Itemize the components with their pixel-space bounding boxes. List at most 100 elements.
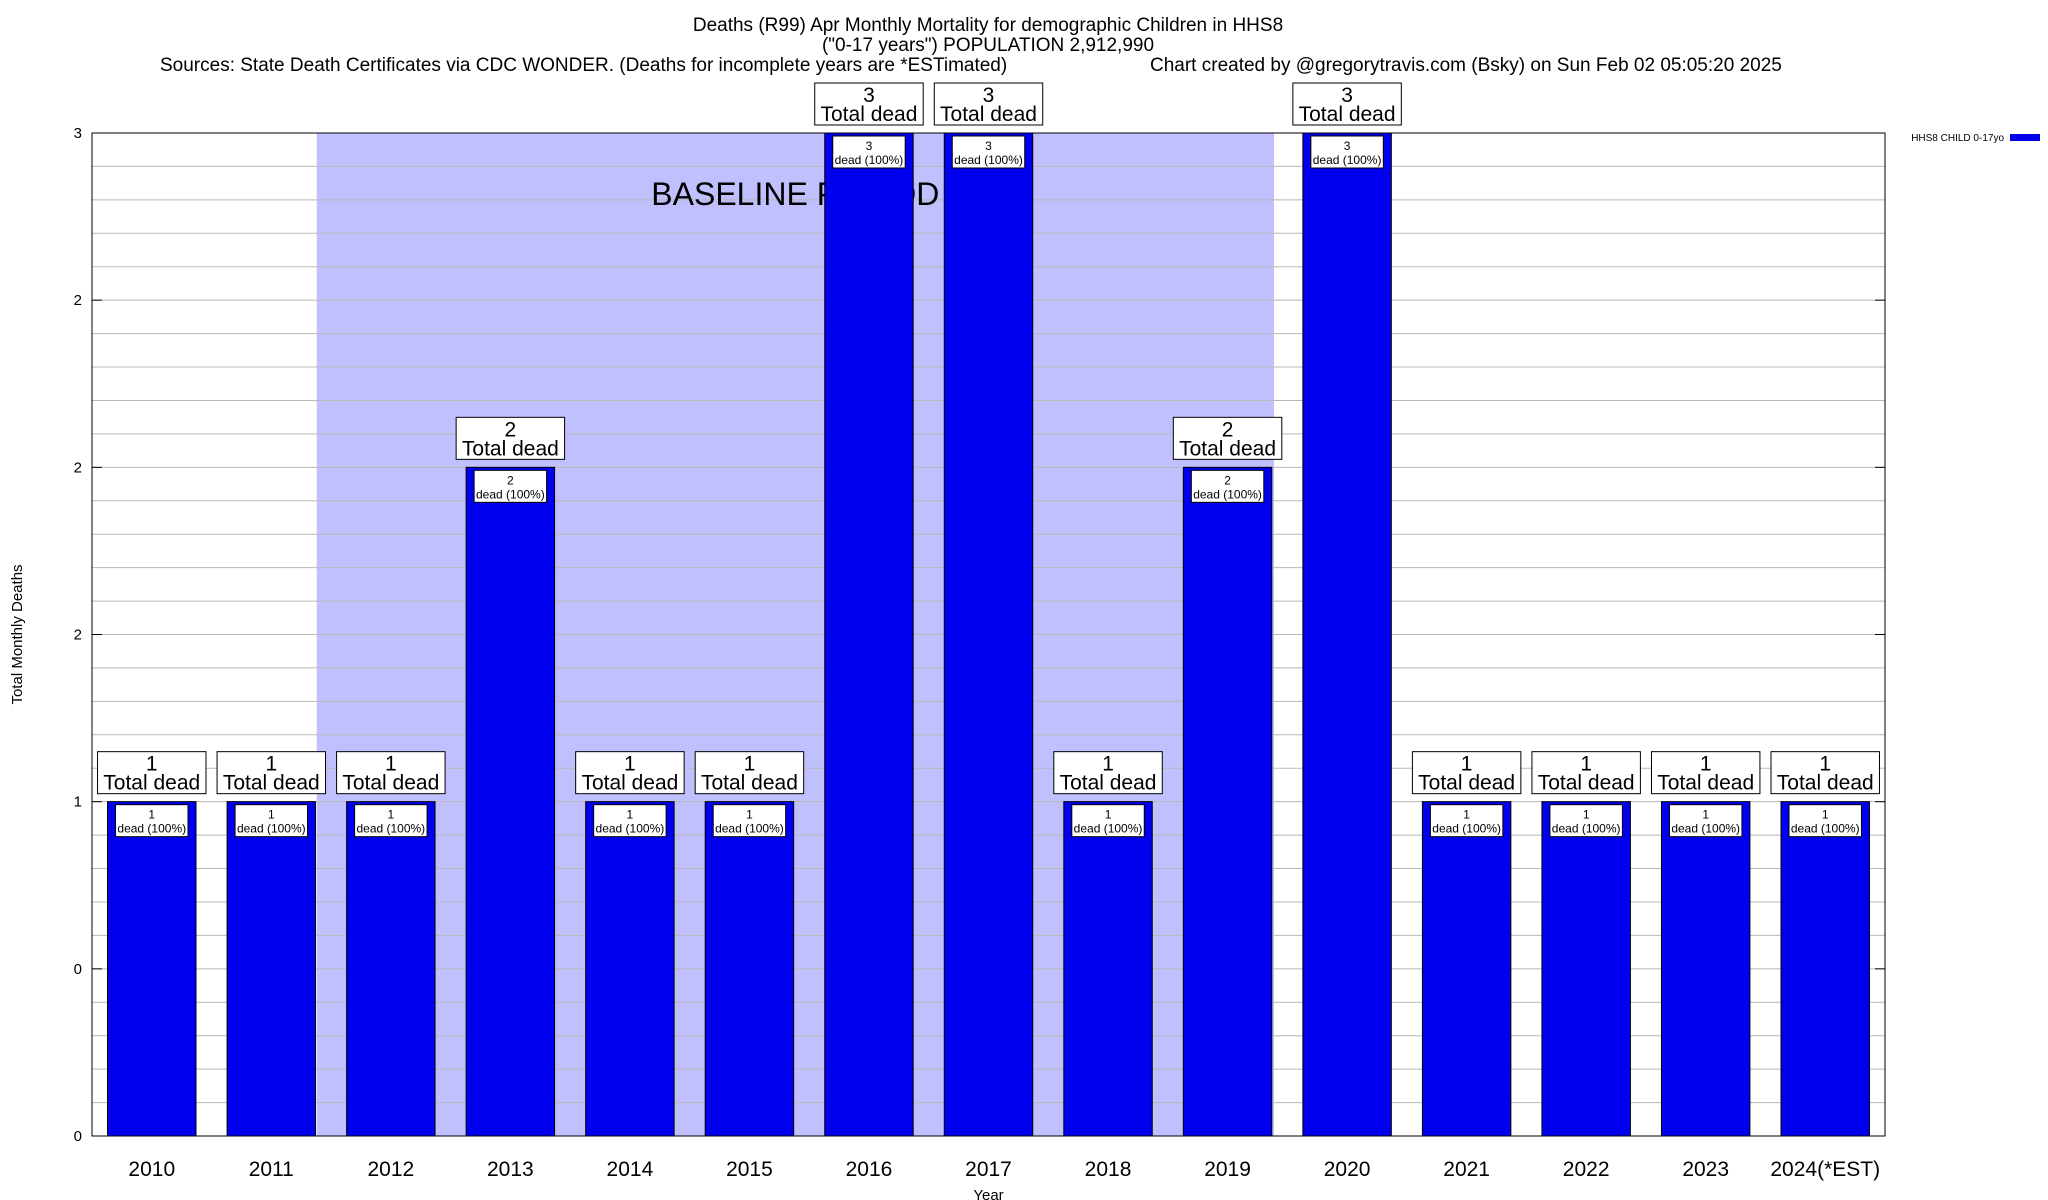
total-value-label: 3 <box>863 84 875 107</box>
bar-2024(*EST) <box>1780 801 1870 1137</box>
x-tick-label: 2016 <box>846 1158 893 1181</box>
bar-inner-label-box <box>234 804 309 838</box>
chart-sources-text: Sources: State Death Certificates via CD… <box>160 55 1007 76</box>
bar-2016 <box>824 132 914 1137</box>
total-label-box <box>575 751 685 795</box>
total-value-label: 1 <box>146 753 158 776</box>
bar-2020 <box>1302 132 1392 1137</box>
bar-inner-caption-label: dead (100%) <box>1313 153 1382 167</box>
total-value-label: 1 <box>1461 753 1473 776</box>
bar-inner-value-label: 1 <box>627 808 634 822</box>
bar-inner-caption-label: dead (100%) <box>715 822 784 836</box>
bar-2011 <box>226 801 317 1137</box>
bar-2014 <box>585 801 675 1137</box>
bar-inner-value-label: 1 <box>148 808 155 822</box>
total-value-label: 3 <box>1341 84 1353 107</box>
x-tick-label: 2013 <box>487 1158 534 1181</box>
bar-inner-label-box <box>1190 469 1265 503</box>
bar-inner-label-box <box>1668 804 1743 838</box>
bar-inner-label-box <box>951 135 1026 169</box>
bar-inner-value-label: 1 <box>268 808 275 822</box>
total-caption-label: Total dead <box>581 772 678 795</box>
bar-2022 <box>1541 801 1631 1137</box>
bar-inner-caption-label: dead (100%) <box>237 822 306 836</box>
bar-2012 <box>346 801 436 1137</box>
bar-inner-label-box <box>354 804 428 838</box>
bar-inner-label-box <box>1788 804 1862 838</box>
total-value-label: 1 <box>624 753 636 776</box>
total-caption-label: Total dead <box>821 103 918 126</box>
total-value-label: 3 <box>983 84 995 107</box>
x-axis-label: Year <box>973 1187 1003 1200</box>
bar-inner-label-box <box>1429 804 1504 838</box>
y-tick-label: 2 <box>74 459 82 476</box>
bar-inner-caption-label: dead (100%) <box>596 822 665 836</box>
total-label-box <box>694 751 805 795</box>
y-tick-label: 1 <box>74 794 82 811</box>
bar-inner-value-label: 3 <box>866 139 873 153</box>
total-label-box <box>1770 751 1880 795</box>
total-caption-label: Total dead <box>1538 772 1635 795</box>
x-tick-label: 2017 <box>965 1158 1012 1181</box>
bar-inner-caption-label: dead (100%) <box>954 153 1023 167</box>
plot-frame <box>91 132 1886 1137</box>
bar-2010 <box>107 801 197 1137</box>
total-value-label: 1 <box>265 753 277 776</box>
total-label-box <box>455 416 566 460</box>
chart-credit-text: Chart created by @gregorytravis.com (Bsk… <box>1150 55 1782 76</box>
bar-inner-label-box <box>593 804 667 838</box>
y-tick-label: 2 <box>74 627 82 644</box>
x-tick-label: 2022 <box>1563 1158 1610 1181</box>
total-label-box <box>1650 751 1761 795</box>
total-caption-label: Total dead <box>1657 772 1754 795</box>
total-caption-label: Total dead <box>342 772 439 795</box>
total-label-box <box>97 751 207 795</box>
total-caption-label: Total dead <box>1179 437 1276 460</box>
x-tick-label: 2012 <box>367 1158 414 1181</box>
x-tick-label: 2023 <box>1682 1158 1729 1181</box>
total-caption-label: Total dead <box>1418 772 1515 795</box>
bar-inner-value-label: 2 <box>1224 473 1231 487</box>
total-label-box <box>1411 751 1522 795</box>
total-label-box <box>1531 751 1641 795</box>
bar-inner-caption-label: dead (100%) <box>117 822 186 836</box>
total-caption-label: Total dead <box>940 103 1037 126</box>
chart-title-group: Deaths (R99) Apr Monthly Mortality for d… <box>160 15 1782 76</box>
total-value-label: 1 <box>1102 753 1114 776</box>
total-label-box <box>1172 416 1283 460</box>
y-axis-label: Total Monthly Deaths <box>9 564 26 704</box>
x-tick-label: 2015 <box>726 1158 773 1181</box>
bar-inner-label-box <box>1549 804 1623 838</box>
x-tick-label: 2021 <box>1443 1158 1490 1181</box>
bar-inner-caption-label: dead (100%) <box>1193 487 1262 501</box>
x-tick-label: 2019 <box>1204 1158 1251 1181</box>
bar-inner-caption-label: dead (100%) <box>1552 822 1621 836</box>
total-caption-label: Total dead <box>701 772 798 795</box>
total-label-box <box>933 82 1044 126</box>
total-label-box <box>814 82 924 126</box>
bar-inner-value-label: 3 <box>985 139 992 153</box>
x-tick-label: 2024(*EST) <box>1770 1158 1880 1181</box>
y-tick-label: 0 <box>74 1128 82 1145</box>
bar-inner-caption-label: dead (100%) <box>1074 822 1143 836</box>
bar-inner-value-label: 2 <box>507 473 514 487</box>
total-value-label: 1 <box>1819 753 1831 776</box>
bar-inner-value-label: 3 <box>1344 139 1351 153</box>
y-tick-label: 2 <box>74 292 82 309</box>
bar-2013 <box>465 466 556 1137</box>
bar-inner-label-box <box>115 804 189 838</box>
x-tick-label: 2020 <box>1324 1158 1371 1181</box>
total-label-box <box>336 751 446 795</box>
bar-inner-label-box <box>832 135 906 169</box>
x-tick-label: 2018 <box>1085 1158 1132 1181</box>
chart-title-line-1: Deaths (R99) Apr Monthly Mortality for d… <box>693 15 1283 36</box>
x-axis-ticks: 2010 2011 2012 2013 2014 2015 2016 2017 2018 2019… <box>128 1158 1880 1181</box>
bar-2017 <box>943 132 1034 1137</box>
legend: HHS8 CHILD 0-17yo <box>1911 133 2040 144</box>
bar-inner-caption-label: dead (100%) <box>1791 822 1860 836</box>
bar-inner-value-label: 1 <box>1463 808 1470 822</box>
bar-2015 <box>704 801 795 1137</box>
bar-inner-label-box <box>1310 135 1384 169</box>
total-value-label: 2 <box>505 418 517 441</box>
